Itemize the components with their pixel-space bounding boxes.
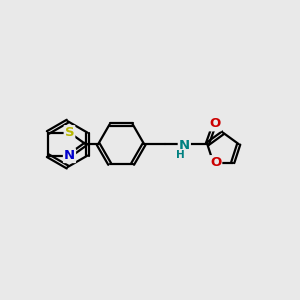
Text: N: N xyxy=(179,140,190,152)
Text: N: N xyxy=(64,149,75,162)
Text: O: O xyxy=(210,156,221,169)
Text: O: O xyxy=(210,117,221,130)
Text: H: H xyxy=(176,150,185,160)
Text: S: S xyxy=(65,126,74,139)
